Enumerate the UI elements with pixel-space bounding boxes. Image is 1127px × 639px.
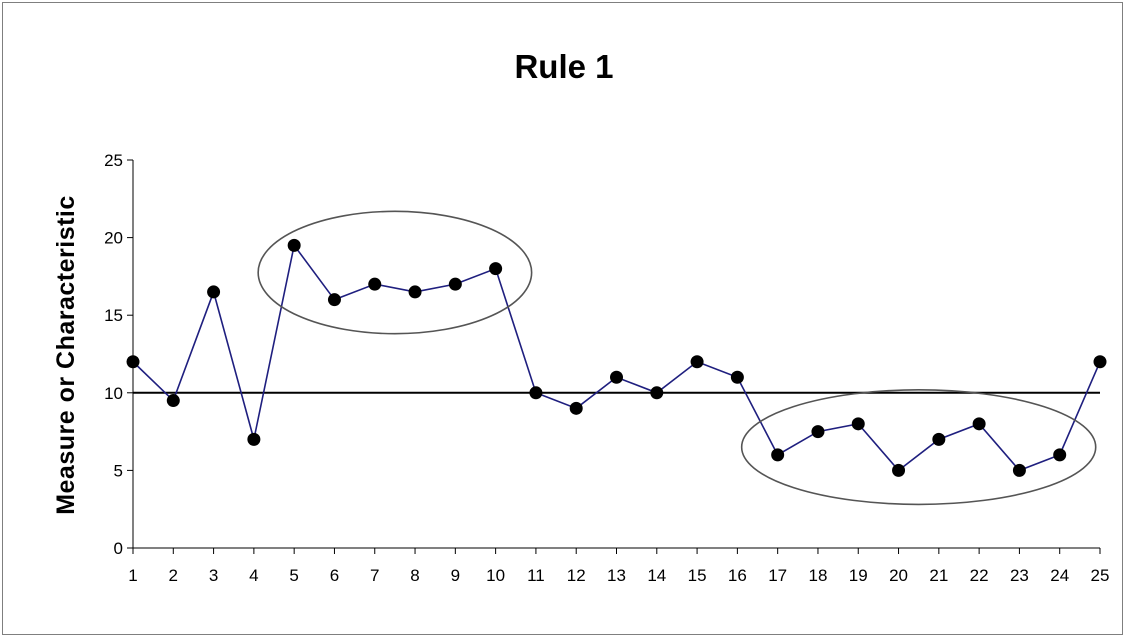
x-tick-label: 3 [209, 566, 218, 585]
y-axis-label: Measure or Characteristic [52, 195, 80, 515]
x-tick-label: 9 [451, 566, 460, 585]
x-tick-label: 10 [486, 566, 505, 585]
y-tick-label: 20 [104, 229, 123, 248]
x-tick-label: 16 [728, 566, 747, 585]
chart-title: Rule 1 [514, 48, 613, 85]
data-point [489, 262, 503, 276]
highlight-ellipse [257, 210, 533, 335]
y-tick-label: 25 [104, 151, 123, 170]
data-point [207, 285, 221, 299]
highlight-ellipses [257, 210, 1097, 506]
x-tick-label: 25 [1091, 566, 1110, 585]
x-tick-label: 2 [169, 566, 178, 585]
data-point [771, 448, 785, 462]
y-tick-label: 5 [114, 461, 123, 480]
x-tick-label: 17 [768, 566, 787, 585]
data-point [1053, 448, 1067, 462]
x-tick-label: 24 [1050, 566, 1069, 585]
data-point [126, 355, 140, 369]
data-point [287, 238, 301, 252]
x-tick-label: 19 [849, 566, 868, 585]
data-point [569, 401, 583, 415]
x-tick-label: 20 [889, 566, 908, 585]
data-point [408, 285, 422, 299]
data-point [1012, 463, 1026, 477]
y-tick-label: 10 [104, 384, 123, 403]
data-point [1093, 355, 1107, 369]
x-tick-label: 11 [527, 566, 545, 585]
x-tick-label: 8 [410, 566, 419, 585]
data-point [892, 463, 906, 477]
x-tick-label: 15 [688, 566, 707, 585]
data-point [932, 432, 946, 446]
series-line [132, 243, 1101, 472]
data-point [811, 425, 825, 439]
data-point [448, 277, 462, 291]
x-tick-label: 18 [808, 566, 827, 585]
x-tick-label: 6 [330, 566, 339, 585]
x-tick-label: 7 [370, 566, 379, 585]
highlight-ellipse [740, 389, 1097, 506]
series-group [126, 238, 1107, 477]
data-point [730, 370, 744, 384]
x-tick-label: 5 [289, 566, 298, 585]
x-tick-label: 4 [249, 566, 258, 585]
data-point [247, 432, 261, 446]
data-point [690, 355, 704, 369]
x-tick-label: 13 [607, 566, 626, 585]
data-point [166, 394, 180, 408]
x-tick-label: 12 [567, 566, 586, 585]
x-tick-label: 23 [1010, 566, 1029, 585]
x-tick-label: 22 [970, 566, 989, 585]
data-point [972, 417, 986, 431]
x-tick-label: 14 [647, 566, 666, 585]
data-point [529, 386, 543, 400]
data-point [327, 293, 341, 307]
y-tick-label: 15 [104, 306, 123, 325]
data-point [610, 370, 623, 384]
data-point [650, 386, 664, 400]
y-tick-label: 0 [114, 539, 123, 558]
x-tick-label: 1 [128, 566, 137, 585]
x-tick-label: 21 [929, 566, 948, 585]
data-point [368, 277, 382, 291]
data-point [851, 417, 865, 431]
